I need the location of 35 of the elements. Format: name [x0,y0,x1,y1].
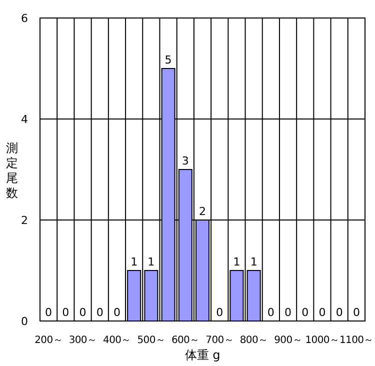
data-label: 1 [233,256,240,268]
x-tick-label: 800～ [240,335,268,346]
data-label: 1 [148,256,155,268]
data-label: 0 [96,306,104,319]
data-label: 0 [45,306,52,319]
data-label: 0 [336,306,343,319]
x-tick-label: 500～ [137,335,166,346]
x-tick-label: 700～ [206,335,234,346]
data-label: 0 [79,306,86,319]
x-tick-label: 900～ [274,335,302,346]
x-tick-label: 400～ [103,335,131,346]
data-label: 0 [267,306,274,319]
x-tick-label: 600～ [171,335,200,346]
data-label: 5 [164,54,172,66]
data-label: 1 [250,256,258,268]
y-axis-title: 測定尾数 [6,141,18,200]
data-label: 0 [62,306,70,319]
data-label: 3 [182,154,189,168]
x-tick-label: 1100～ [339,335,374,346]
y-tick-label: 0 [21,315,28,328]
x-tick-label: 1000～ [305,335,340,346]
y-tick-label: 4 [21,113,28,126]
data-label: 0 [216,306,224,319]
y-tick-label: 2 [21,214,28,227]
x-tick-label: 300～ [68,335,97,346]
data-label: 0 [352,306,360,319]
y-tick-label: 6 [21,12,28,25]
data-label: 0 [302,306,309,319]
x-tick-label: 200～ [34,335,62,346]
data-label: 2 [199,205,206,218]
data-label: 1 [130,256,138,268]
data-label: 0 [318,306,326,319]
data-label: 0 [113,306,120,319]
x-axis-title: 体重 g [184,348,220,362]
data-label: 0 [284,306,292,319]
